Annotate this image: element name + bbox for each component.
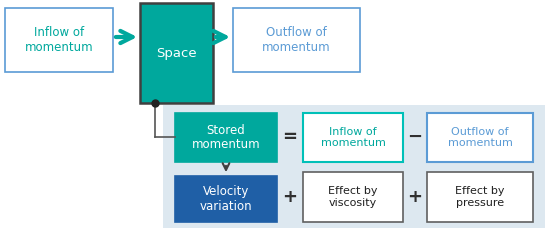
FancyBboxPatch shape	[427, 113, 533, 162]
Text: +: +	[408, 188, 422, 206]
Text: Velocity
variation: Velocity variation	[200, 185, 252, 213]
Text: Outflow of
momentum: Outflow of momentum	[448, 127, 513, 148]
FancyBboxPatch shape	[303, 113, 403, 162]
FancyBboxPatch shape	[163, 105, 545, 228]
FancyBboxPatch shape	[233, 8, 360, 72]
Text: Effect by
viscosity: Effect by viscosity	[328, 186, 378, 208]
FancyBboxPatch shape	[175, 176, 277, 222]
FancyBboxPatch shape	[303, 172, 403, 222]
Text: Stored
momentum: Stored momentum	[192, 123, 260, 152]
Text: =: =	[283, 128, 298, 146]
FancyBboxPatch shape	[5, 8, 113, 72]
Text: Outflow of
momentum: Outflow of momentum	[262, 26, 331, 54]
FancyBboxPatch shape	[427, 172, 533, 222]
Text: +: +	[283, 188, 298, 206]
FancyBboxPatch shape	[140, 3, 213, 103]
FancyBboxPatch shape	[175, 113, 277, 162]
Text: Inflow of
momentum: Inflow of momentum	[25, 26, 94, 54]
Text: Effect by
pressure: Effect by pressure	[455, 186, 505, 208]
Text: Inflow of
momentum: Inflow of momentum	[321, 127, 386, 148]
Text: Space: Space	[156, 46, 197, 60]
Text: −: −	[408, 128, 422, 146]
